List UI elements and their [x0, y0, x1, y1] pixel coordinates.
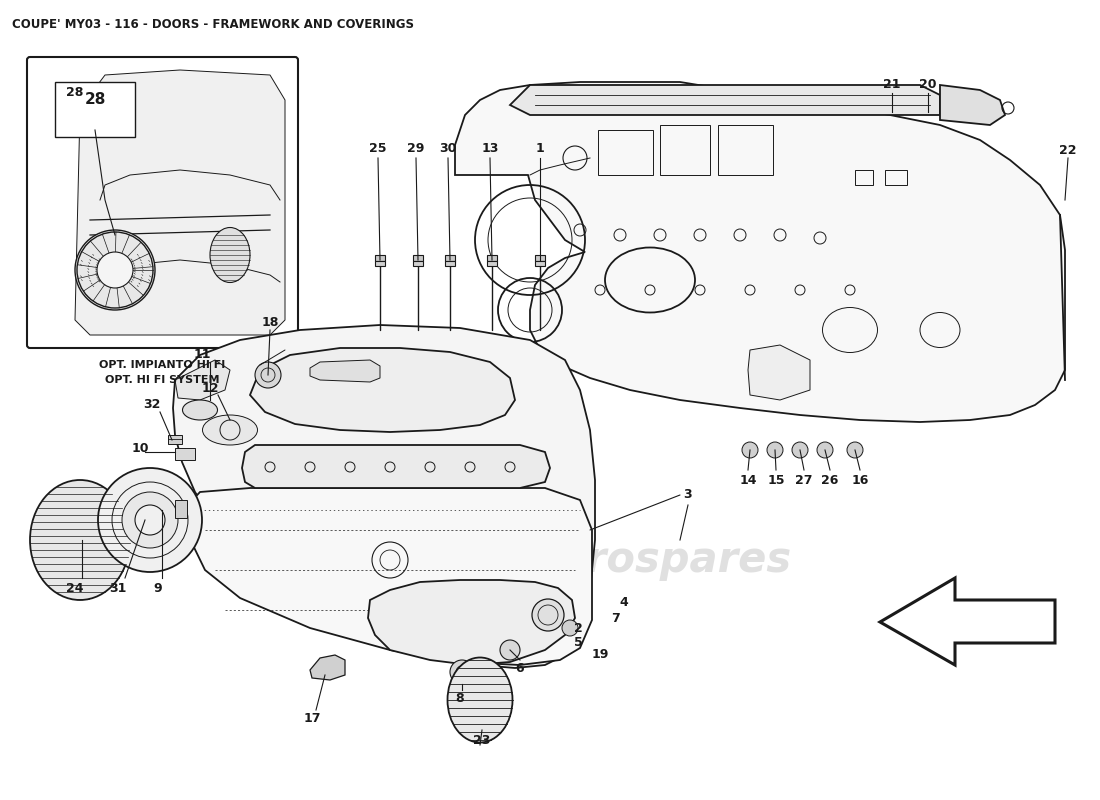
Text: OPT. HI FI SYSTEM: OPT. HI FI SYSTEM — [104, 375, 219, 385]
Text: 27: 27 — [795, 474, 813, 486]
Bar — [55, 82, 135, 137]
Bar — [412, 255, 424, 261]
Ellipse shape — [30, 480, 130, 600]
Text: 12: 12 — [201, 382, 219, 394]
Circle shape — [742, 442, 758, 458]
Text: OPT. IMPIANTO HI FI: OPT. IMPIANTO HI FI — [99, 360, 226, 370]
Polygon shape — [75, 70, 285, 335]
Text: 28: 28 — [66, 86, 84, 98]
Text: 21: 21 — [883, 78, 901, 91]
Text: 31: 31 — [109, 582, 126, 594]
Ellipse shape — [183, 400, 218, 420]
Polygon shape — [368, 580, 575, 665]
Bar — [886, 170, 907, 185]
Polygon shape — [880, 578, 1055, 665]
Circle shape — [450, 660, 474, 684]
Polygon shape — [200, 338, 565, 452]
Ellipse shape — [210, 227, 250, 282]
Bar — [598, 130, 653, 175]
Text: 1: 1 — [536, 142, 544, 154]
Text: 14: 14 — [739, 474, 757, 486]
Text: 5: 5 — [573, 635, 582, 649]
Text: eurospares: eurospares — [68, 479, 331, 521]
Circle shape — [98, 468, 202, 572]
Text: eurospares: eurospares — [528, 539, 792, 581]
Text: 24: 24 — [66, 582, 84, 594]
Polygon shape — [748, 345, 810, 400]
Polygon shape — [940, 85, 1005, 125]
Bar — [855, 170, 873, 185]
Circle shape — [817, 442, 833, 458]
Bar — [412, 261, 424, 266]
FancyBboxPatch shape — [28, 57, 298, 348]
Text: 13: 13 — [482, 142, 498, 154]
Circle shape — [562, 620, 578, 636]
Text: 19: 19 — [592, 649, 608, 662]
Polygon shape — [455, 82, 1065, 422]
Bar — [487, 255, 497, 261]
Text: 16: 16 — [851, 474, 869, 486]
Circle shape — [767, 442, 783, 458]
Text: 7: 7 — [610, 611, 619, 625]
Polygon shape — [310, 655, 345, 680]
Text: 26: 26 — [822, 474, 838, 486]
Text: 28: 28 — [85, 93, 106, 107]
Polygon shape — [188, 488, 592, 665]
Bar — [535, 261, 544, 266]
Text: 3: 3 — [684, 489, 692, 502]
Circle shape — [532, 599, 564, 631]
Circle shape — [792, 442, 808, 458]
Circle shape — [122, 492, 178, 548]
Text: 11: 11 — [194, 349, 211, 362]
Ellipse shape — [202, 415, 257, 445]
Text: 17: 17 — [304, 711, 321, 725]
Polygon shape — [242, 445, 550, 488]
Text: 32: 32 — [143, 398, 161, 411]
Text: 4: 4 — [619, 595, 628, 609]
Circle shape — [135, 505, 165, 535]
Text: 18: 18 — [262, 315, 278, 329]
Bar — [718, 125, 773, 175]
Bar — [375, 261, 385, 266]
Bar — [660, 125, 710, 175]
Bar — [175, 500, 187, 518]
Text: 8: 8 — [455, 691, 464, 705]
Text: 30: 30 — [439, 142, 456, 154]
Text: 20: 20 — [920, 78, 937, 91]
Text: 25: 25 — [370, 142, 387, 154]
Text: 15: 15 — [768, 474, 784, 486]
Text: COUPE' MY03 - 116 - DOORS - FRAMEWORK AND COVERINGS: COUPE' MY03 - 116 - DOORS - FRAMEWORK AN… — [12, 18, 414, 31]
Circle shape — [255, 362, 280, 388]
Polygon shape — [175, 360, 230, 400]
Bar — [487, 261, 497, 266]
Circle shape — [847, 442, 864, 458]
Text: 29: 29 — [407, 142, 425, 154]
Polygon shape — [310, 360, 380, 382]
Polygon shape — [510, 85, 940, 115]
Text: 23: 23 — [473, 734, 491, 746]
Text: 6: 6 — [516, 662, 525, 674]
Bar — [446, 261, 455, 266]
Text: 10: 10 — [131, 442, 149, 454]
Bar — [446, 255, 455, 261]
Bar — [175, 448, 195, 460]
Bar — [375, 255, 385, 261]
Circle shape — [500, 640, 520, 660]
Circle shape — [75, 230, 155, 310]
Text: 9: 9 — [154, 582, 163, 594]
Ellipse shape — [448, 658, 513, 742]
Bar — [168, 435, 182, 444]
Polygon shape — [173, 325, 595, 668]
Circle shape — [97, 252, 133, 288]
Text: 22: 22 — [1059, 143, 1077, 157]
Polygon shape — [250, 348, 515, 432]
Bar — [535, 255, 544, 261]
Text: 2: 2 — [573, 622, 582, 634]
